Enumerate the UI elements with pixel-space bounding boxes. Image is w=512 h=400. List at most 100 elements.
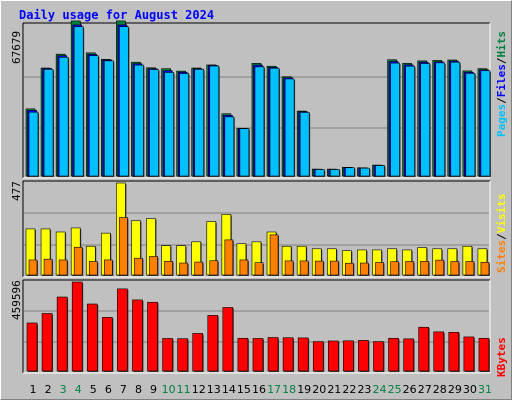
bar-sites-day-8	[134, 257, 143, 276]
x-tick-label-day-17: 17	[267, 383, 281, 396]
bar-kbytes-day-7	[117, 288, 128, 372]
bar-pages-day-4	[73, 26, 84, 177]
legend-sep-2: /	[495, 57, 508, 65]
bar-kbytes-day-26	[403, 338, 414, 372]
bar-pages-day-14	[224, 116, 235, 177]
bar-pages-day-2	[43, 69, 54, 177]
bar-pages-day-17	[269, 67, 280, 177]
bar-kbytes-day-11	[177, 338, 188, 372]
bar-pages-day-6	[104, 60, 114, 177]
legend-kbytes: KBytes	[495, 337, 508, 377]
bar-kbytes-day-30	[463, 336, 475, 372]
x-tick-label-day-8: 8	[135, 383, 142, 396]
bar-sites-day-6	[104, 259, 113, 276]
bar-sites-day-11	[179, 262, 188, 276]
bar-sites-day-24	[375, 262, 384, 276]
x-tick-label-day-5: 5	[90, 383, 97, 396]
bar-sites-day-28	[435, 259, 445, 276]
bar-sites-day-1	[28, 259, 38, 276]
bar-sites-day-7	[119, 217, 128, 276]
x-tick-label-day-3: 3	[60, 383, 67, 396]
x-tick-label-day-13: 13	[207, 383, 221, 396]
bar-pages-day-9	[149, 69, 159, 177]
bar-kbytes-day-5	[86, 303, 98, 372]
legend-pages: Pages	[495, 103, 508, 137]
bar-pages-day-3	[58, 57, 69, 177]
top-panel-max-label: 67679	[10, 30, 23, 64]
x-tick-label-day-23: 23	[357, 383, 371, 396]
legend-sep-3: /	[495, 233, 508, 240]
x-tick-label-day-11: 11	[177, 383, 191, 396]
x-tick-label-day-30: 30	[463, 383, 477, 396]
bar-sites-day-12	[194, 261, 204, 276]
bar-sites-day-14	[224, 239, 234, 276]
bar-sites-day-26	[405, 261, 414, 276]
chart-title: Daily usage for August 2024	[19, 8, 215, 22]
bar-sites-day-30	[465, 261, 475, 276]
bar-kbytes-day-17	[267, 337, 279, 372]
bar-pages-day-8	[134, 64, 144, 177]
bar-sites-day-25	[390, 261, 399, 276]
bar-kbytes-day-25	[388, 337, 399, 372]
bar-pages-day-1	[28, 111, 39, 177]
bar-sites-day-9	[149, 256, 158, 276]
bar-pages-day-20	[314, 169, 325, 177]
bar-sites-day-29	[450, 261, 460, 276]
bar-kbytes-day-13	[207, 315, 219, 372]
x-tick-label-day-25: 25	[388, 383, 402, 396]
bar-kbytes-day-1	[26, 322, 38, 372]
bar-pages-day-7	[119, 26, 129, 177]
bar-kbytes-day-2	[41, 313, 53, 372]
x-tick-label-day-16: 16	[252, 383, 266, 396]
bar-kbytes-day-8	[132, 299, 143, 372]
bar-pages-day-24	[375, 165, 385, 177]
x-tick-label-day-7: 7	[120, 383, 127, 396]
x-tick-label-day-9: 9	[150, 383, 157, 396]
x-tick-label-day-18: 18	[282, 383, 296, 396]
middle-panel-max-label: 477	[10, 181, 23, 201]
bar-kbytes-day-23	[358, 340, 369, 372]
bar-sites-day-13	[209, 260, 219, 276]
x-tick-label-day-26: 26	[403, 383, 417, 396]
bar-sites-day-31	[480, 261, 490, 276]
x-tick-label-day-4: 4	[75, 383, 82, 396]
bar-sites-day-19	[299, 260, 309, 276]
bar-kbytes-day-27	[418, 326, 429, 372]
legend-top: Pages/Files/Hits	[495, 31, 508, 137]
bar-pages-day-26	[405, 65, 415, 177]
bar-pages-day-31	[480, 70, 491, 177]
x-tick-label-day-22: 22	[342, 383, 356, 396]
bar-pages-day-19	[299, 112, 310, 177]
bar-sites-day-27	[420, 261, 429, 276]
x-tick-label-day-2: 2	[45, 383, 52, 396]
x-tick-label-day-29: 29	[448, 383, 462, 396]
x-tick-label-day-31: 31	[478, 383, 492, 396]
bar-kbytes-day-28	[433, 331, 445, 372]
x-tick-label-day-10: 10	[162, 383, 176, 396]
bar-kbytes-day-18	[282, 337, 294, 372]
bar-kbytes-day-12	[192, 333, 204, 372]
bar-sites-day-4	[73, 246, 83, 276]
x-tick-label-day-1: 1	[30, 383, 37, 396]
bar-kbytes-day-4	[71, 281, 83, 372]
x-tick-label-day-24: 24	[373, 383, 387, 396]
bar-kbytes-day-10	[162, 338, 173, 372]
bar-pages-day-22	[345, 167, 355, 177]
bar-sites-day-2	[43, 258, 53, 276]
legend-visits: Visits	[495, 193, 508, 234]
bar-pages-day-10	[164, 72, 174, 177]
x-tick-label-day-27: 27	[418, 383, 432, 396]
bar-kbytes-day-29	[448, 331, 460, 372]
legend-hits: Hits	[495, 31, 508, 58]
x-tick-label-day-21: 21	[327, 383, 341, 396]
bar-pages-day-18	[284, 78, 295, 177]
legend-bottom: KBytes	[495, 337, 508, 377]
bar-pages-day-28	[435, 62, 446, 177]
bar-pages-day-12	[194, 69, 205, 177]
bar-pages-day-30	[465, 73, 476, 177]
bar-pages-day-25	[390, 62, 400, 177]
bar-sites-day-18	[284, 260, 294, 276]
bar-kbytes-day-31	[478, 337, 490, 372]
